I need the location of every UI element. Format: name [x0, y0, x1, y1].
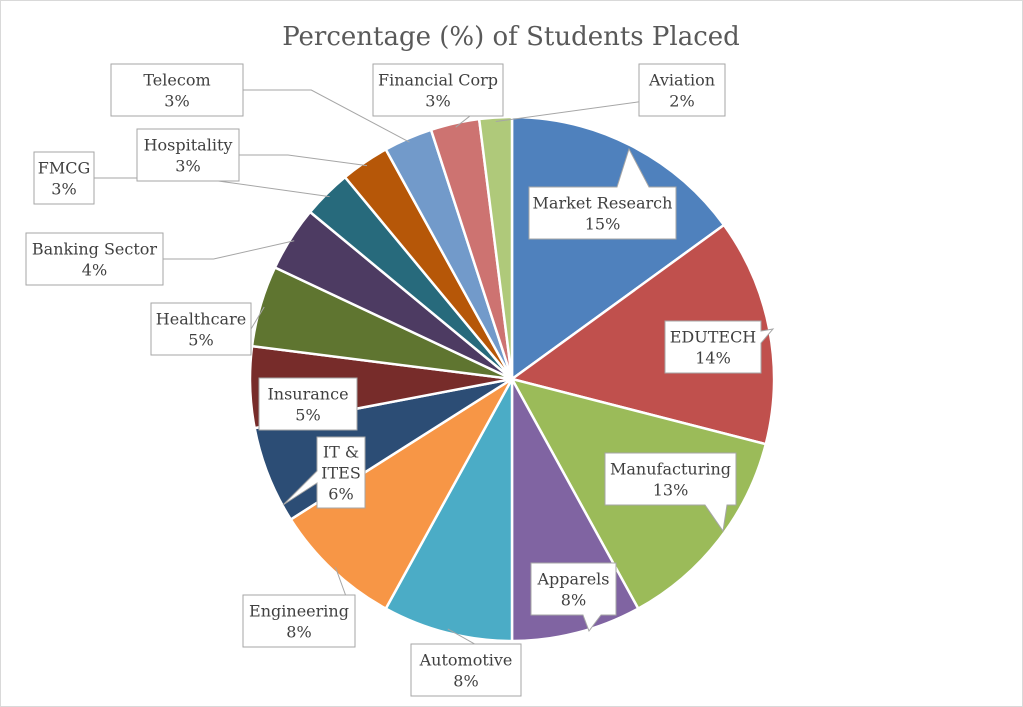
value-label-edutech: 14% — [695, 349, 731, 368]
category-label-it-ites: IT & — [323, 443, 359, 462]
label-box-edutech — [664, 320, 775, 374]
data-label-automotive: Automotive 8% — [410, 643, 522, 697]
data-label-fmcg: FMCG 3% — [33, 151, 95, 205]
label-box-it-ites — [282, 436, 366, 509]
label-box-manufacturing — [604, 452, 737, 533]
category-label-aviation: Aviation — [648, 71, 715, 90]
pie-slices — [248, 115, 776, 643]
category-label-hospitality: Hospitality — [144, 136, 233, 155]
value-label-banking-sector: 4% — [82, 261, 107, 280]
label-box-financial-corp — [372, 63, 504, 117]
value-label-it-ites: 6% — [328, 485, 353, 504]
data-label-it-ites: IT & ITES 6% — [282, 436, 366, 509]
category-label-apparels: Apparels — [536, 570, 609, 589]
category-label-engineering: Engineering — [249, 602, 349, 621]
value-label-financial-corp: 3% — [425, 92, 450, 111]
chart-title: Percentage (%) of Students Placed — [282, 22, 740, 52]
category-label-insurance: Insurance — [267, 385, 348, 404]
leader-line-telecom — [243, 89, 410, 143]
label-box-market-research — [528, 147, 677, 240]
value-label-insurance: 5% — [295, 406, 320, 425]
category-label-manufacturing: Manufacturing — [610, 460, 731, 479]
category-label-market-research: Market Research — [533, 194, 673, 213]
label-box-hospitality — [136, 128, 240, 182]
leader-line-healthcare — [250, 306, 265, 330]
pie-slice-market-research — [510, 115, 726, 381]
data-labels: Market Research 15% EDUTECH 14% Manufacturin… — [25, 63, 775, 697]
value-label-aviation: 2% — [669, 92, 694, 111]
pie-slice-aviation — [477, 115, 514, 381]
category-label-healthcare: Healthcare — [156, 310, 246, 329]
category-label-it-ites: ITES — [321, 464, 361, 483]
data-label-engineering: Engineering 8% — [242, 594, 356, 648]
label-box-healthcare — [150, 302, 252, 356]
data-label-market-research: Market Research 15% — [528, 147, 677, 240]
value-label-hospitality: 3% — [175, 157, 200, 176]
category-label-edutech: EDUTECH — [670, 328, 757, 347]
label-box-apparels — [530, 562, 617, 633]
label-box-fmcg — [33, 151, 95, 205]
data-label-edutech: EDUTECH 14% — [664, 320, 775, 374]
category-label-automotive: Automotive — [419, 651, 513, 670]
data-label-healthcare: Healthcare 5% — [150, 302, 252, 356]
leader-line-hospitality — [239, 154, 368, 167]
category-label-financial-corp: Financial Corp — [378, 71, 498, 90]
value-label-healthcare: 5% — [188, 331, 213, 350]
category-label-banking-sector: Banking Sector — [32, 240, 158, 259]
data-label-telecom: Telecom 3% — [110, 63, 244, 117]
label-box-telecom — [110, 63, 244, 117]
label-box-engineering — [242, 594, 356, 648]
pie-slice-engineering — [289, 377, 514, 610]
data-label-financial-corp: Financial Corp 3% — [372, 63, 504, 117]
value-label-telecom: 3% — [164, 92, 189, 111]
data-label-manufacturing: Manufacturing 13% — [604, 452, 737, 533]
value-label-fmcg: 3% — [51, 180, 76, 199]
leader-line-banking-sector — [163, 240, 295, 260]
data-label-aviation: Aviation 2% — [638, 63, 726, 117]
data-label-apparels: Apparels 8% — [530, 562, 617, 633]
label-box-banking-sector — [25, 232, 164, 286]
value-label-automotive: 8% — [453, 672, 478, 691]
label-box-aviation — [638, 63, 726, 117]
value-label-market-research: 15% — [585, 215, 621, 234]
data-label-banking-sector: Banking Sector 4% — [25, 232, 164, 286]
category-label-fmcg: FMCG — [38, 159, 91, 178]
category-label-telecom: Telecom — [143, 71, 210, 90]
data-label-hospitality: Hospitality 3% — [136, 128, 240, 182]
value-label-manufacturing: 13% — [653, 481, 689, 500]
value-label-apparels: 8% — [561, 591, 586, 610]
value-label-engineering: 8% — [286, 623, 311, 642]
label-box-automotive — [410, 643, 522, 697]
data-label-insurance: Insurance 5% — [258, 377, 358, 431]
label-box-insurance — [258, 377, 358, 431]
pie-slice-automotive — [384, 377, 514, 643]
